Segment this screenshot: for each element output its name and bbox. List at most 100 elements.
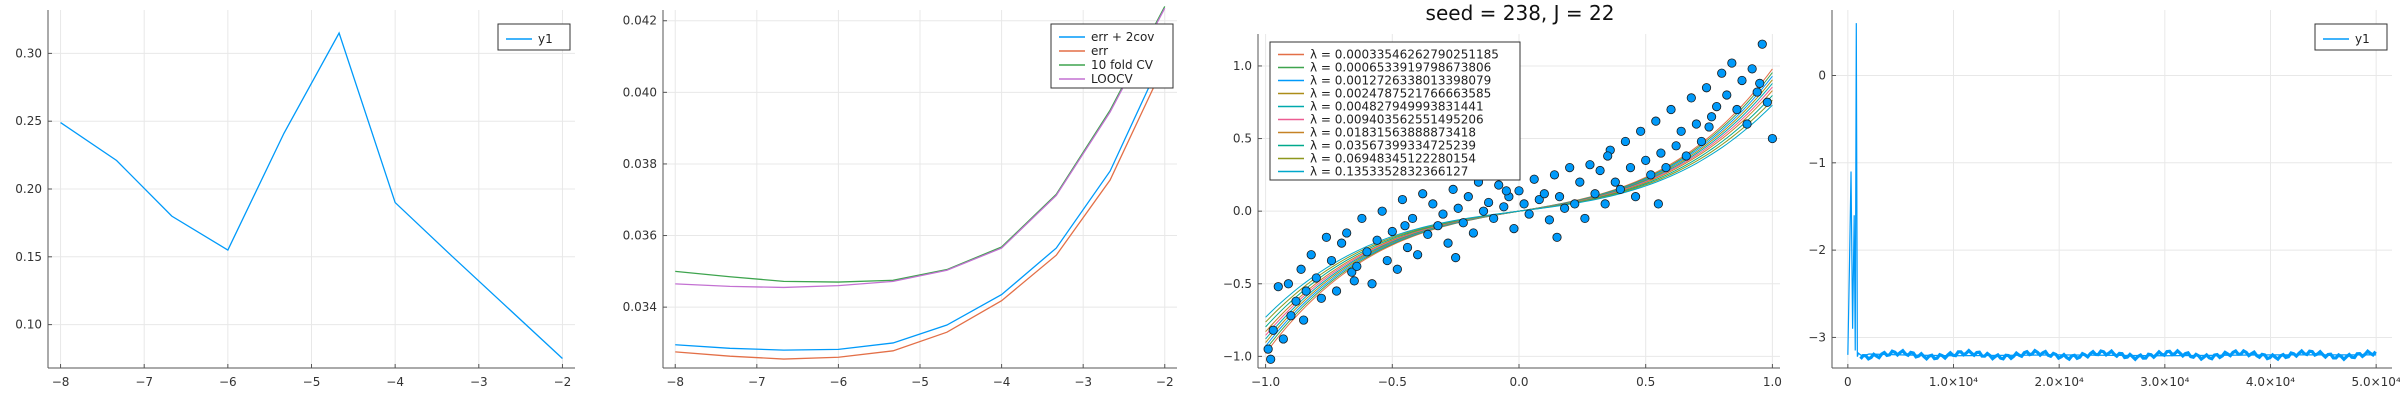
legend-label: λ = 0.00033546262790251185 (1310, 48, 1499, 62)
x-tick-label: −6 (219, 375, 237, 389)
scatter-point (1620, 136, 1631, 147)
scatter-point (1397, 194, 1408, 205)
scatter-point (1273, 282, 1283, 292)
scatter-point (1625, 163, 1636, 173)
scatter-point (1691, 119, 1701, 129)
legend-box (497, 23, 571, 51)
scatter-point (1372, 235, 1382, 245)
series-line-3 (675, 7, 1166, 289)
y-tick-label: 0.040 (623, 85, 657, 99)
scatter-point (1651, 116, 1661, 126)
scatter-point (1448, 184, 1458, 194)
legend-label: λ = 0.1353352832366127 (1310, 165, 1468, 179)
scatter-point (1321, 232, 1332, 242)
scatter-point (1560, 203, 1570, 213)
chart-panel-4: 0 1.0×10⁴ 2.0×10⁴ 3.0×10⁴ 4.0×10⁴ 5.0×10⁴ −3 −2… (1808, 10, 2400, 389)
x-tick-label: 4.0×10⁴ (2246, 375, 2295, 389)
scatter-point (1342, 228, 1352, 238)
scatter-point (1676, 126, 1686, 136)
y-tick-label: 0.038 (623, 157, 657, 171)
x-tick-label: −0.5 (1378, 375, 1407, 389)
scatter-point (1407, 213, 1418, 224)
scatter-point (1501, 186, 1511, 196)
x-tick-label: −1.0 (1251, 375, 1280, 389)
scatter-point (1428, 199, 1438, 209)
y-tick-label: −2 (1808, 243, 1826, 257)
x-tick-label: −7 (135, 375, 153, 389)
x-tick-label: 3.0×10⁴ (2140, 375, 2189, 389)
scatter-point (1570, 199, 1580, 209)
scatter-point (1630, 192, 1641, 202)
legend-label: y1 (538, 32, 553, 46)
scatter-point (1337, 238, 1347, 248)
scatter-point (1742, 119, 1752, 129)
scatter-point (1755, 78, 1765, 88)
scatter-point (1554, 192, 1565, 202)
scatter-point (1331, 286, 1342, 296)
legend-label: y1 (2355, 32, 2370, 46)
scatter-point (1585, 160, 1595, 170)
scatter-point (1696, 136, 1707, 147)
scatter-point (1278, 334, 1288, 344)
chart-title: seed = 238, J = 22 (1426, 1, 1615, 25)
scatter-point (1590, 189, 1600, 199)
scatter-point (1301, 286, 1311, 296)
scatter-point (1717, 68, 1727, 78)
y-tick-label: 0.25 (15, 114, 42, 128)
scatter-point (1641, 155, 1651, 165)
legend-label: λ = 0.009403562551495206 (1310, 113, 1484, 127)
chart-panel-1: −8 −7 −6 −5 −4 −3 −2 0.10 0.15 0.20 0.25 0.30 y1 (15, 10, 575, 389)
x-tick-label: −8 (666, 375, 684, 389)
legend-label: 10 fold CV (1091, 58, 1154, 72)
scatter-point (1524, 209, 1534, 219)
scatter-point (1615, 184, 1625, 194)
scatter-point (1565, 163, 1575, 173)
scatter-point (1544, 215, 1555, 225)
scatter-point (1443, 238, 1453, 248)
scatter-point (1382, 255, 1392, 266)
scatter-point (1661, 163, 1671, 173)
y-tick-label: 1.0 (1233, 59, 1252, 73)
scatter-point (1362, 247, 1372, 257)
legend-label: λ = 0.0012726338013398079 (1310, 74, 1491, 88)
x-tick-label: 1.0×10⁴ (1929, 375, 1978, 389)
scatter-point (1266, 354, 1276, 364)
scatter-point (1367, 279, 1377, 289)
y-tick-label: −0.5 (1223, 277, 1252, 291)
series-line-2 (675, 6, 1166, 283)
chart-panel-2: −8 −7 −6 −5 −4 −3 −2 0.034 0.036 0.038 0.040 0.042 e… (623, 6, 1177, 389)
scatter-point (1286, 311, 1296, 321)
scatter-point (1701, 83, 1712, 93)
x-tick-label: −5 (303, 375, 321, 389)
scatter-point (1653, 199, 1663, 209)
legend-box (2314, 23, 2388, 51)
scatter-point (1656, 148, 1666, 158)
scatter-point (1727, 58, 1737, 68)
scatter-point (1600, 199, 1610, 209)
scatter-point (1352, 261, 1362, 271)
y-tick-label: 0.15 (15, 250, 42, 264)
x-tick-label: −2 (1156, 375, 1174, 389)
scatter-point (1499, 202, 1509, 212)
scatter-point (1603, 151, 1613, 161)
x-tick-label: 5.0×10⁴ (2352, 375, 2400, 389)
scatter-point (1400, 221, 1410, 231)
x-tick-label: −2 (554, 375, 572, 389)
scatter-point (1681, 151, 1691, 161)
x-tick-label: 0.0 (1509, 375, 1528, 389)
scatter-point (1413, 250, 1423, 260)
scatter-point (1529, 174, 1539, 184)
scatter-point (1767, 133, 1777, 144)
fit-curve-9 (1265, 104, 1773, 318)
legend-label: LOOCV (1091, 72, 1134, 86)
scatter-point (1453, 203, 1463, 213)
scatter-point (1722, 90, 1732, 100)
y-tick-label: 0 (1818, 68, 1826, 82)
legend-label: λ = 0.0006533919798673806 (1310, 61, 1491, 75)
scatter-point (1704, 122, 1714, 132)
scatter-point (1347, 267, 1357, 277)
scatter-point (1296, 264, 1306, 274)
scatter-point (1326, 255, 1337, 266)
series-line-y1 (1847, 23, 2377, 357)
